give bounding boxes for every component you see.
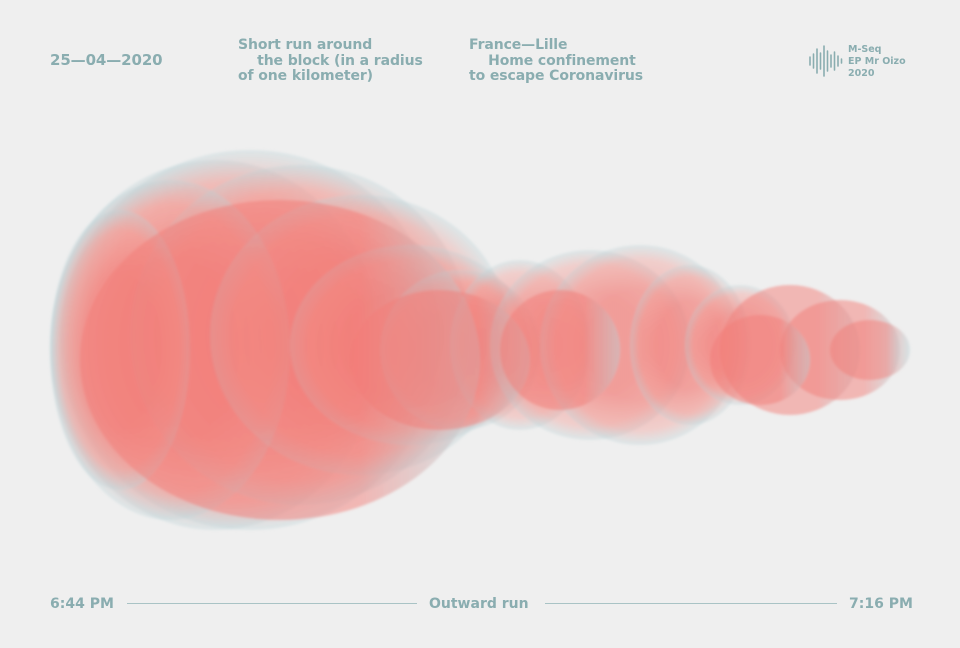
timeline-rule-right bbox=[545, 603, 837, 604]
timeline-rule-left bbox=[127, 603, 417, 604]
date-label: 25—04—2020 bbox=[50, 51, 163, 69]
end-time: 7:16 PM bbox=[849, 596, 913, 612]
wave-layer bbox=[830, 320, 910, 380]
timeline-caption: Outward run bbox=[429, 596, 529, 612]
location-context: France—Lille Home confinement to escape … bbox=[469, 37, 644, 84]
wave-layer bbox=[710, 315, 810, 405]
soundwave-icon bbox=[808, 44, 844, 82]
run-description: Short run around the block (in a radius … bbox=[238, 37, 423, 84]
start-time: 6:44 PM bbox=[50, 596, 114, 612]
brand-credit: M-Seq EP Mr Oizo 2020 bbox=[848, 44, 906, 79]
wave-layer bbox=[350, 290, 530, 430]
wave-layer bbox=[500, 290, 620, 410]
run-soundwave-visual bbox=[50, 150, 910, 530]
wave-layer bbox=[80, 200, 480, 520]
